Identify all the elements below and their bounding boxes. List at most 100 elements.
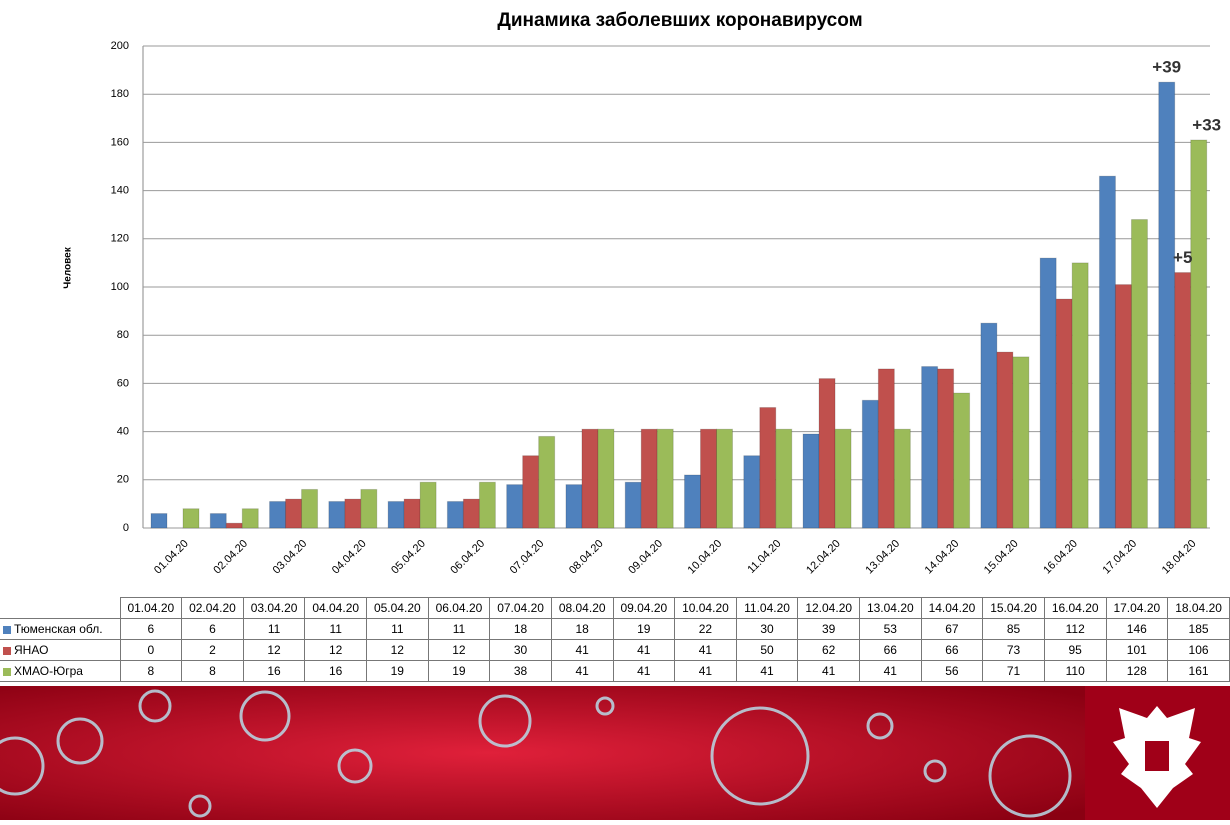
- table-cell: 41: [674, 660, 737, 682]
- table-header-cell: 05.04.20: [366, 597, 429, 619]
- table-header-cell: 16.04.20: [1043, 597, 1107, 619]
- table-header-cell: 03.04.20: [242, 597, 306, 619]
- table-cell: 41: [550, 660, 614, 682]
- legend-swatch: [3, 667, 11, 676]
- bar: [684, 474, 701, 529]
- table-cell: 19: [366, 660, 429, 682]
- table-cell: 19: [612, 618, 676, 640]
- bar: [1174, 272, 1192, 529]
- y-axis-label: Человек: [63, 246, 74, 288]
- bar: [624, 481, 642, 529]
- bar: [818, 378, 836, 529]
- bar: [1039, 257, 1057, 529]
- table-header-cell: 04.04.20: [304, 597, 367, 619]
- table-header-cell: 06.04.20: [427, 597, 491, 619]
- table-header-cell: 08.04.20: [550, 597, 614, 619]
- table-row: Тюменская обл. 6 6 11 11 11 11 18 18 19 22 30 39 53 67…: [0, 618, 1230, 640]
- table-cell: 66: [859, 639, 922, 661]
- table-header-cell: 14.04.20: [920, 597, 984, 619]
- table-cell: 161: [1167, 660, 1230, 682]
- table-cell: 38: [489, 660, 552, 682]
- bar: [1098, 175, 1116, 529]
- banner: [0, 686, 1230, 820]
- table-cell: 41: [735, 660, 799, 682]
- emblem: [1113, 706, 1201, 808]
- table-cell: 67: [920, 618, 984, 640]
- x-tick-label: 06.04.20: [448, 538, 487, 577]
- table-header-cell: 15.04.20: [982, 597, 1045, 619]
- bar: [285, 498, 303, 529]
- y-tick-label: 120: [111, 233, 129, 245]
- table-cell: 6: [119, 618, 183, 640]
- bar: [1055, 298, 1073, 529]
- table-header-cell: 11.04.20: [735, 597, 799, 619]
- legend-cell: ХМАО-Югра: [0, 660, 121, 682]
- y-tick-label: 0: [123, 522, 129, 534]
- bar: [953, 392, 971, 529]
- bar: [462, 498, 480, 529]
- legend-swatch: [3, 625, 11, 634]
- bar: [1114, 284, 1132, 529]
- x-tick-label: 04.04.20: [330, 538, 369, 577]
- table-cell: 73: [982, 639, 1045, 661]
- table-row: ЯНАО 0 2 12 12 12 12 30 41 41 41 50 62 66 66 73 95 101 106: [0, 639, 1230, 661]
- table-cell: 95: [1043, 639, 1107, 661]
- bar: [597, 428, 615, 529]
- bar: [1158, 81, 1176, 529]
- bar: [581, 428, 599, 529]
- y-tick-label: 40: [117, 426, 129, 438]
- table-cell: 30: [735, 618, 799, 640]
- y-tick-label: 160: [111, 136, 129, 148]
- table-cell: 39: [797, 618, 860, 640]
- bar: [996, 351, 1014, 529]
- table-cell: 16: [304, 660, 367, 682]
- table-cell: 18: [550, 618, 614, 640]
- table-header-cell: 12.04.20: [797, 597, 860, 619]
- table-cell: 11: [366, 618, 429, 640]
- table-cell: 30: [489, 639, 552, 661]
- table-cell: 66: [920, 639, 984, 661]
- y-tick-label: 80: [117, 329, 129, 341]
- annotation: +39: [1152, 58, 1181, 77]
- table-cell: 53: [859, 618, 922, 640]
- table-header-cell: 18.04.20: [1167, 597, 1230, 619]
- table-row: ХМАО-Югра 8 8 16 16 19 19 38 41 41 41 41 41 41 56 71 110…: [0, 660, 1230, 682]
- y-tick-label: 200: [111, 40, 129, 52]
- y-tick-label: 140: [111, 185, 129, 197]
- table-header-cell: 02.04.20: [181, 597, 244, 619]
- table-cell: 128: [1105, 660, 1169, 682]
- x-tick-label: 11.04.20: [745, 538, 783, 576]
- bar: [921, 366, 939, 529]
- x-tick-label: 02.04.20: [211, 538, 250, 577]
- table-header-row: 01.04.20 02.04.20 03.04.20 04.04.20 05.04.20…: [0, 597, 1230, 619]
- legend-label: Тюменская обл.: [14, 622, 103, 636]
- annotation: +5: [1173, 248, 1192, 267]
- bar: [716, 428, 733, 529]
- table-cell: 12: [427, 639, 491, 661]
- table-cell: 19: [427, 660, 491, 682]
- table-cell: 18: [489, 618, 552, 640]
- bar: [328, 500, 346, 529]
- y-tick-label: 20: [117, 474, 129, 486]
- chart-title: Динамика заболевших коронавирусом: [497, 10, 862, 31]
- x-tick-label: 10.04.20: [686, 538, 725, 577]
- table-cell: 106: [1167, 639, 1230, 661]
- bar: [225, 522, 243, 529]
- x-tick-label: 14.04.20: [923, 538, 962, 577]
- table-header-cell: 09.04.20: [612, 597, 676, 619]
- x-tick-label: 09.04.20: [626, 538, 665, 577]
- table-cell: 22: [674, 618, 737, 640]
- table-cell: 71: [982, 660, 1045, 682]
- bar: [893, 428, 911, 529]
- bar: [209, 513, 227, 529]
- legend-cell: ЯНАО: [0, 639, 121, 661]
- bar: [700, 428, 717, 529]
- data-table: 01.04.20 02.04.20 03.04.20 04.04.20 05.04.20…: [0, 597, 1230, 682]
- bar: [1190, 139, 1208, 529]
- table-header-cell: 17.04.20: [1105, 597, 1169, 619]
- table-cell: 0: [119, 639, 183, 661]
- table-cell: 8: [119, 660, 183, 682]
- legend-label: ЯНАО: [14, 643, 49, 657]
- x-tick-label: 08.04.20: [567, 538, 606, 577]
